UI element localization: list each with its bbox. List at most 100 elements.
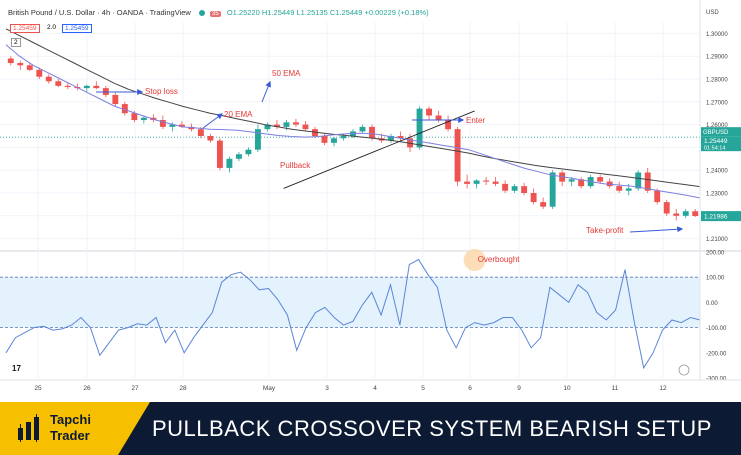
price-tick-label: 1.21000	[706, 237, 728, 243]
candle-body	[93, 85, 100, 89]
candle-body	[549, 172, 556, 207]
candle-body	[635, 172, 642, 189]
pullback-trendline	[283, 110, 475, 189]
candle-body	[264, 124, 271, 130]
candle-body	[207, 136, 214, 141]
candlestick-logo-icon	[18, 414, 39, 442]
candle-body	[597, 177, 604, 182]
collapse-indicators-button[interactable]: 2	[11, 38, 21, 47]
osc-tick-label: 0.00	[706, 301, 718, 307]
candle-body	[692, 211, 699, 217]
osc-tick-label: 200.00	[706, 251, 725, 257]
alert-badge[interactable]: 35	[210, 11, 221, 17]
last-price-bg	[701, 136, 741, 152]
time-tick-label: 5	[421, 385, 425, 392]
annotations: Stop loss 50 EMA 20 EMA Pullback Enter Take-p…	[96, 69, 684, 271]
enter-label: Enter	[466, 116, 485, 125]
candle-body	[26, 65, 33, 70]
countdown-label: 01:54:14	[704, 146, 725, 152]
candle-body	[483, 180, 490, 182]
pair-label: GBPUSD	[703, 130, 729, 136]
brand-logo: Tapchi Trader	[0, 402, 150, 455]
osc-tick-label: -100.00	[706, 326, 727, 332]
ema50-arrow	[261, 80, 272, 103]
oscillator-band	[0, 276, 700, 329]
market-open-icon	[198, 10, 205, 17]
candle-body	[426, 108, 433, 116]
chart-header: British Pound / U.S. Dollar · 4h · OANDA…	[8, 8, 432, 17]
candle-body	[673, 213, 680, 216]
candle-body	[36, 69, 43, 77]
candle-body	[416, 108, 423, 148]
time-tick-label: 3	[325, 385, 329, 392]
candle-body	[473, 180, 480, 184]
candle-body	[321, 136, 328, 143]
brand-name: Tapchi Trader	[50, 412, 91, 444]
candle-body	[663, 202, 670, 214]
sell-price-box[interactable]: 1.25459	[10, 24, 40, 33]
time-tick-label: 6	[468, 385, 472, 392]
time-tick-label: 9	[517, 385, 521, 392]
oscillator-line	[5, 258, 701, 370]
footer-title: PULLBACK CROSSOVER SYSTEM BEARISH SETUP	[152, 416, 712, 441]
time-tick-label: 11	[612, 385, 619, 392]
time-tick-label: May	[263, 385, 276, 392]
candle-body	[388, 136, 394, 141]
candle-body	[331, 138, 337, 143]
pair-label-bg	[701, 127, 741, 137]
price-tick-label: 1.23000	[706, 192, 728, 198]
candle-body	[245, 149, 252, 155]
candle-body	[273, 124, 280, 127]
tradingview-logo-icon: 17	[12, 364, 21, 373]
symbol-title[interactable]: British Pound / U.S. Dollar · 4h · OANDA…	[8, 8, 191, 17]
candle-body	[17, 63, 24, 66]
time-tick-label: 10	[563, 385, 571, 392]
ema20-label: 20 EMA	[224, 110, 253, 119]
candle-body	[435, 115, 442, 121]
candle-body	[235, 154, 242, 159]
ema50-label: 50 EMA	[272, 69, 301, 78]
candle-body	[159, 120, 166, 127]
overbought-label: Overbought	[478, 255, 521, 264]
time-tick-label: 12	[659, 385, 667, 392]
candle-body	[254, 129, 261, 150]
candle-body	[55, 81, 62, 86]
candle-body	[302, 124, 309, 130]
candle-body	[293, 122, 299, 125]
price-tick-label: 1.30000	[706, 32, 728, 38]
candle-body	[397, 136, 404, 139]
candle-body	[359, 126, 366, 132]
price-tick-label: 1.29000	[706, 55, 728, 61]
osc-tick-label: -200.00	[706, 351, 727, 357]
ema20-line	[5, 44, 701, 199]
candle-body	[7, 58, 14, 64]
price-tick-label: 1.27000	[706, 100, 728, 106]
candle-body	[644, 172, 651, 191]
candle-body	[568, 179, 575, 182]
price-tick-label: 1.24000	[706, 169, 728, 175]
brand-line-2: Trader	[50, 428, 90, 443]
brand-line-1: Tapchi	[50, 412, 91, 427]
candle-body	[464, 181, 471, 184]
settings-gear-icon	[678, 364, 690, 376]
oscillator	[5, 258, 701, 370]
candle-body	[369, 126, 375, 139]
candle-body	[45, 76, 52, 82]
time-tick-label: 25	[34, 385, 42, 392]
candle-body	[197, 129, 204, 136]
footer-banner: Tapchi Trader PULLBACK CROSSOVER SYSTEM …	[0, 402, 741, 455]
chart-canvas: Stop loss 50 EMA 20 EMA Pullback Enter Take-p…	[0, 0, 741, 392]
candle-body	[511, 186, 518, 191]
buy-price-box[interactable]: 1.25459	[62, 24, 92, 33]
time-tick-label: 28	[179, 385, 187, 392]
candle-body	[64, 85, 71, 87]
candle-body	[578, 179, 585, 187]
candle-body	[625, 188, 632, 191]
candle-body	[654, 190, 661, 203]
spread-value: 2.0	[45, 24, 59, 31]
candle-body	[340, 136, 347, 139]
candle-body	[226, 158, 233, 168]
pullback-label: Pullback	[280, 161, 311, 170]
price-tick-label: 1.28000	[706, 78, 728, 84]
